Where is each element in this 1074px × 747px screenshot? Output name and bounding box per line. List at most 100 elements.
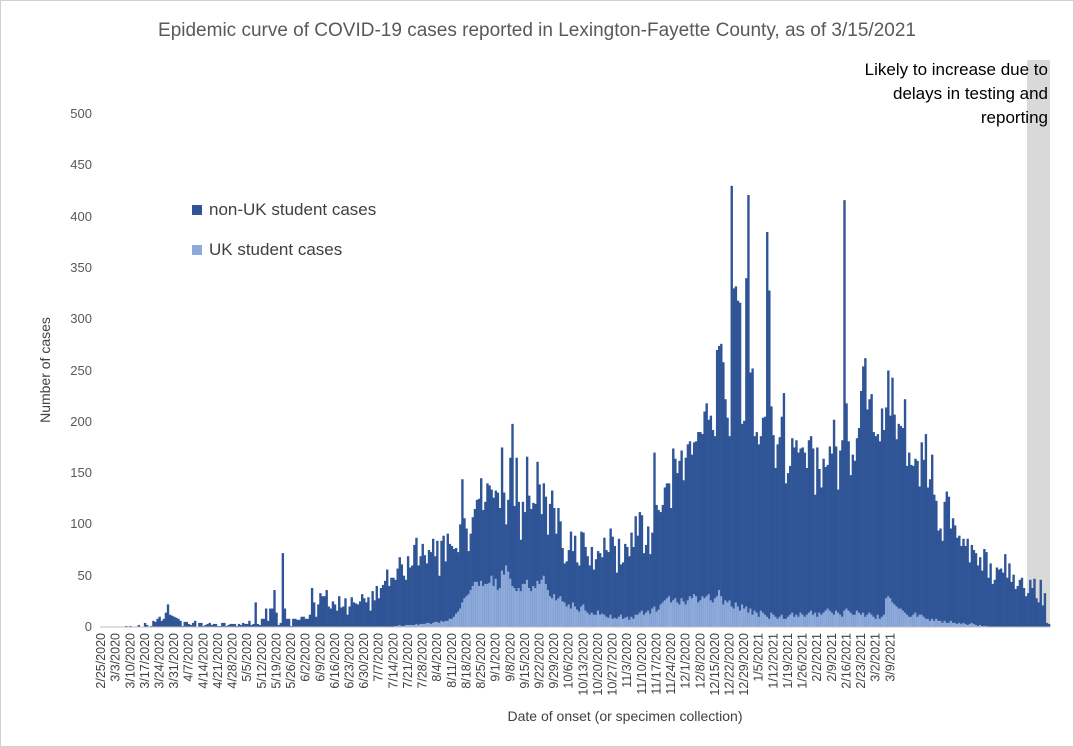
bar-uk (555, 600, 558, 627)
bar-uk (576, 609, 579, 627)
bar-uk (711, 602, 715, 627)
bar-non-uk (260, 618, 264, 627)
y-tick-label: 150 (70, 465, 92, 481)
bar-non-uk (757, 444, 761, 627)
bar-uk (571, 602, 575, 627)
bar-non-uk (452, 549, 456, 627)
reporting-delay-shade (1027, 60, 1050, 627)
bar-uk (897, 608, 900, 627)
bar-uk (720, 596, 723, 627)
bar-non-uk (972, 550, 976, 627)
bar-non-uk (747, 195, 750, 628)
x-tick-label: 9/15/2020 (518, 633, 532, 689)
bar-non-uk (312, 602, 316, 627)
bar-non-uk (941, 540, 944, 627)
x-tick-label: 5/5/2020 (240, 633, 254, 682)
x-tick-label: 4/21/2020 (211, 633, 225, 689)
bar-uk (454, 613, 458, 627)
x-tick-label: 3/24/2020 (153, 633, 167, 689)
bar-non-uk (304, 618, 308, 627)
bar-uk (475, 581, 479, 627)
bar-non-uk (241, 622, 245, 627)
bar-uk (517, 588, 520, 627)
bar-non-uk (611, 536, 614, 627)
bar-non-uk (793, 447, 796, 627)
bar-uk (534, 588, 537, 627)
bar-uk (803, 616, 807, 627)
bar-non-uk (287, 618, 291, 627)
bar-non-uk (413, 544, 416, 627)
bar-uk (778, 616, 781, 627)
bar-uk (582, 604, 585, 627)
bar-non-uk (734, 286, 738, 627)
bar-non-uk (582, 532, 585, 627)
bar-non-uk (795, 440, 798, 627)
x-tick-label: 3/31/2020 (167, 633, 181, 689)
bar-uk (830, 612, 834, 627)
bar-non-uk (935, 500, 938, 627)
bar-non-uk (993, 579, 997, 627)
bar-non-uk (686, 444, 690, 627)
bar-uk (573, 606, 577, 627)
bar-non-uk (981, 570, 984, 627)
bar-uk (440, 620, 443, 627)
x-tick-label: 7/7/2020 (372, 633, 386, 682)
bar-non-uk (862, 366, 865, 627)
bar-non-uk (306, 618, 310, 627)
bar-non-uk (763, 416, 767, 627)
bar-non-uk (837, 489, 840, 627)
bar-uk (413, 624, 416, 627)
bar-uk (417, 624, 420, 627)
bar-non-uk (594, 559, 598, 627)
bar-non-uk (204, 624, 207, 627)
bar-uk (690, 598, 694, 627)
bar-uk (667, 596, 671, 627)
bar-non-uk (125, 625, 128, 627)
bar-uk (482, 585, 485, 627)
bar-non-uk (373, 600, 376, 627)
bar-uk (928, 620, 932, 627)
bar-uk (893, 604, 896, 627)
bar-non-uk (348, 606, 351, 627)
bar-non-uk (166, 604, 170, 627)
bar-uk (837, 612, 840, 627)
bar-non-uk (542, 483, 546, 627)
bar-uk (461, 602, 464, 627)
bar-uk (826, 608, 829, 627)
bar-non-uk (500, 447, 504, 627)
bar-uk (943, 620, 946, 627)
bar-uk (891, 602, 894, 627)
bar-non-uk (200, 622, 203, 627)
bar-non-uk (406, 556, 410, 627)
bar-uk (905, 614, 909, 627)
bar-non-uk (388, 585, 391, 627)
bar-non-uk (920, 442, 923, 627)
bar-non-uk (467, 551, 470, 627)
x-tick-label: 12/1/2020 (679, 633, 693, 689)
bar-non-uk (853, 460, 857, 627)
x-tick-label: 8/4/2020 (430, 633, 444, 682)
bar-non-uk (661, 504, 665, 627)
bar-uk (972, 623, 976, 627)
bar-uk (981, 625, 984, 627)
bar-uk (862, 612, 865, 627)
bar-non-uk (916, 460, 919, 627)
bar-uk (663, 600, 667, 627)
bar-uk (903, 612, 907, 627)
bar-uk (832, 614, 836, 627)
bar-non-uk (183, 621, 186, 627)
bar-uk (507, 571, 510, 627)
x-tick-label: 2/16/2021 (839, 633, 853, 689)
bar-uk (797, 616, 800, 627)
bar-non-uk (513, 505, 516, 627)
x-tick-label: 1/26/2021 (796, 633, 810, 689)
x-tick-label: 9/1/2020 (489, 633, 503, 682)
legend-swatch-uk (192, 245, 202, 255)
bar-non-uk (663, 487, 667, 627)
bar-uk (446, 620, 449, 627)
bar-non-uk (536, 461, 539, 627)
bar-non-uk (175, 617, 178, 627)
bar-uk (728, 600, 731, 627)
bar-uk (933, 620, 936, 627)
bar-non-uk (759, 436, 763, 627)
